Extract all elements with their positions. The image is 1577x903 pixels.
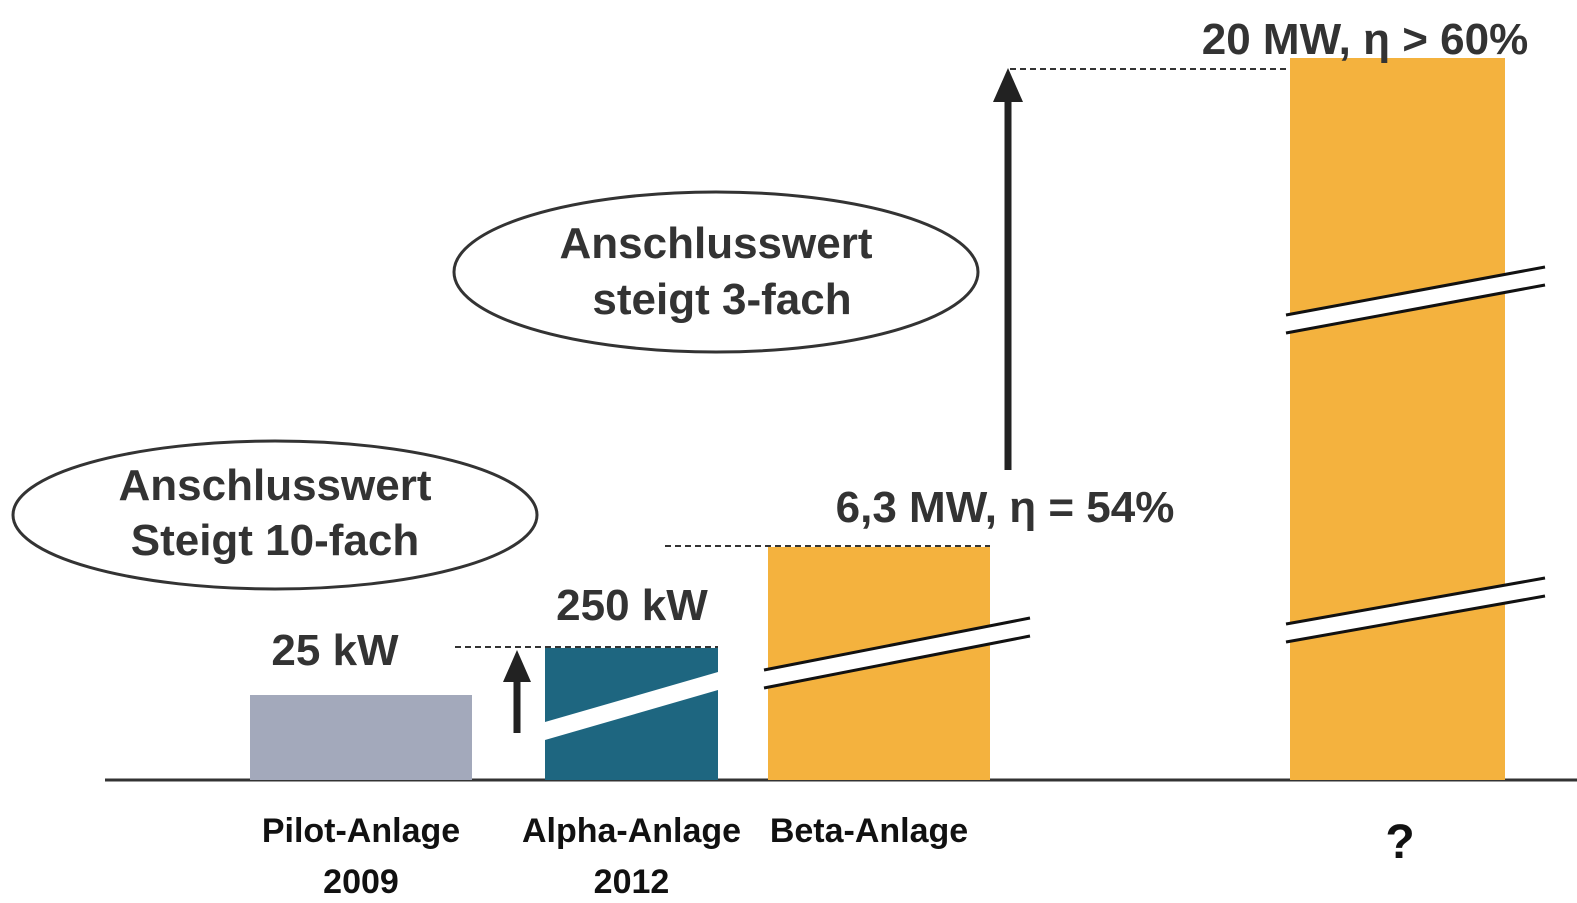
- category-year: 2009: [323, 863, 399, 901]
- callout-ellipse: [452, 190, 980, 354]
- break-edge: [1285, 283, 1546, 335]
- bar: [1290, 58, 1505, 780]
- callout-text: Anschlusswert: [560, 219, 873, 268]
- callout-text: Anschlusswert: [119, 461, 432, 510]
- axis-break: [1286, 578, 1545, 642]
- category-label: ?: [1385, 816, 1414, 869]
- callout-ellipse: [11, 439, 539, 591]
- callout-text: Steigt 10-fach: [131, 516, 420, 565]
- value-label: 20 MW, η > 60%: [1202, 15, 1528, 64]
- arrow-head: [503, 650, 531, 682]
- break-edge: [1285, 594, 1546, 644]
- category-label: Pilot-Anlage: [262, 812, 460, 850]
- value-label: 6,3 MW, η = 54%: [836, 483, 1175, 532]
- value-label: 25 kW: [271, 626, 399, 675]
- axis-break: [764, 618, 1030, 688]
- arrow-head: [993, 68, 1023, 102]
- category-year: 2012: [594, 863, 670, 901]
- break-edge: [763, 616, 1031, 672]
- break-edge: [1285, 576, 1546, 626]
- category-label: Alpha-Anlage: [522, 812, 741, 850]
- bar: [250, 695, 472, 780]
- axis-break: [545, 672, 718, 740]
- category-label: Beta-Anlage: [770, 812, 968, 850]
- value-label: 250 kW: [556, 581, 708, 630]
- axis-break: [1286, 267, 1545, 333]
- break-edge: [1285, 265, 1546, 317]
- callout-text: steigt 3-fach: [592, 275, 851, 324]
- break-edge: [763, 634, 1031, 690]
